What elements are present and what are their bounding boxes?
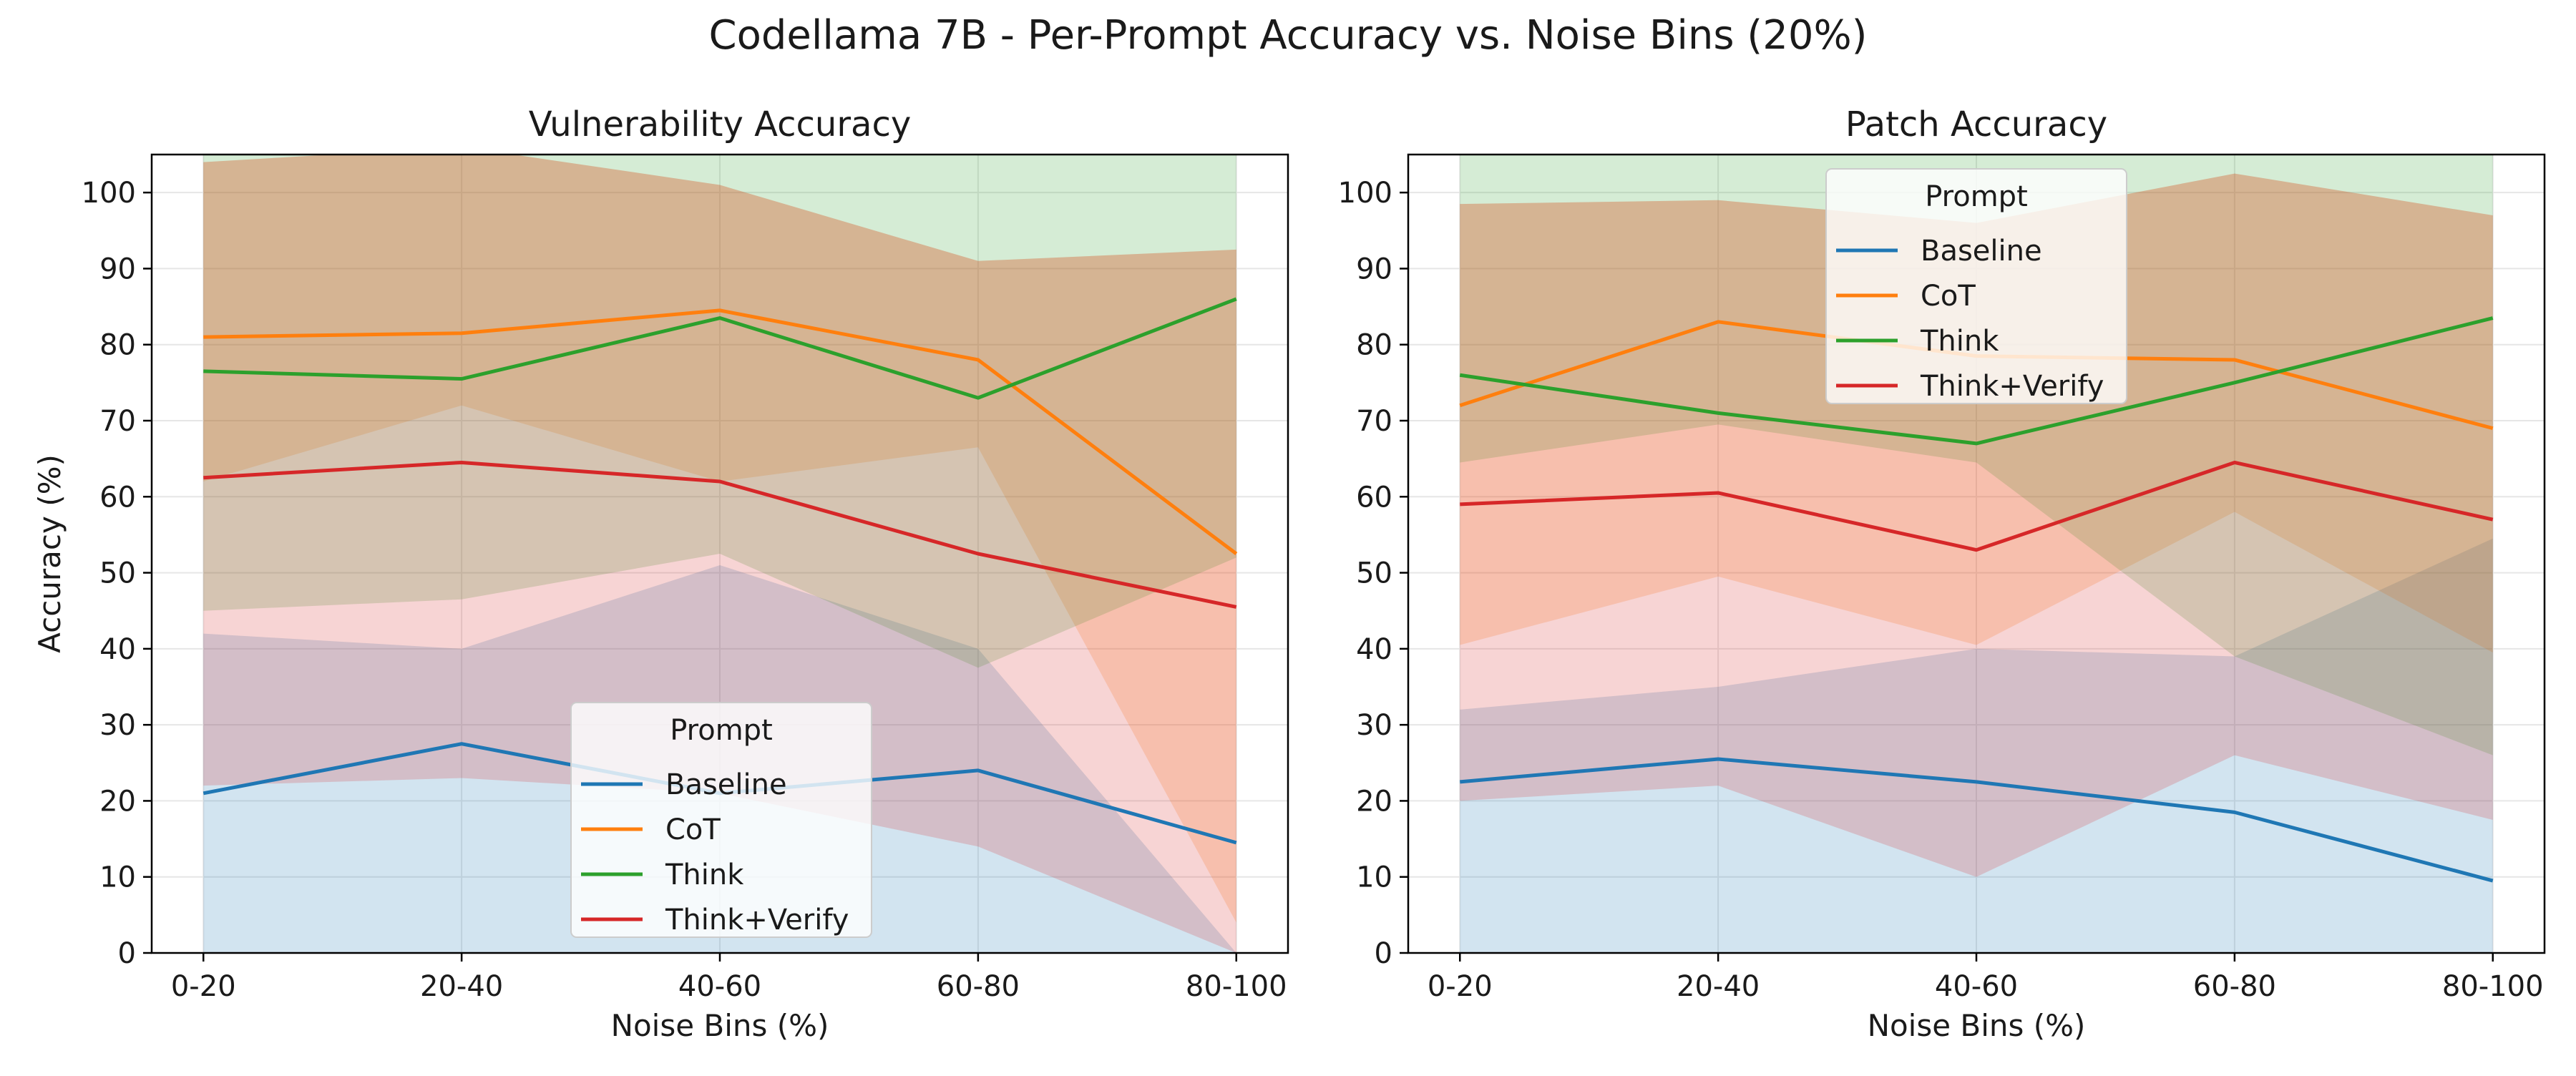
y-tick-label: 0 [118,937,136,970]
legend-label-cot: CoT [1921,280,1976,313]
band-group [1460,155,2493,953]
confidence-band-cot [203,155,1236,923]
y-tick-label: 10 [99,861,136,894]
y-tick-label: 70 [1356,405,1392,438]
y-tick-label: 10 [1356,861,1392,894]
series-lines [203,297,1238,845]
y-tick-label: 80 [99,329,136,362]
legend: Prompt Baseline CoT Think Think+Verify [570,702,872,938]
x-tick-label: 40-60 [1935,970,2018,1003]
x-tick-label: 20-40 [420,970,503,1003]
x-axis-label: Noise Bins (%) [611,1008,829,1043]
y-tick-label: 50 [99,557,136,590]
panel-title: Vulnerability Accuracy [529,104,912,145]
y-tick-label: 80 [1356,329,1392,362]
legend-label-think: Think [1920,325,1999,358]
legend-box [1825,168,2127,404]
y-tick-label: 20 [99,785,136,818]
x-axis-label: Noise Bins (%) [1868,1008,2086,1043]
x-tick-label: 80-100 [1186,970,1287,1003]
x-tick-label: 20-40 [1677,970,1760,1003]
series-line-baseline [1460,757,2494,883]
y-tick-label: 60 [1356,481,1392,514]
x-tick-label: 60-80 [937,970,1020,1003]
confidence-band-cot [1460,173,2493,653]
y-tick-label: 60 [99,481,136,514]
legend-label-cot: CoT [665,813,721,846]
legend-title: Prompt [670,714,773,747]
y-tick-label: 40 [1356,633,1392,666]
y-tick-label: 30 [1356,709,1392,742]
legend: Prompt Baseline CoT Think Think+Verify [1825,168,2127,404]
y-axis-label: Accuracy (%) [32,454,67,653]
legend-label-baseline: Baseline [665,768,787,801]
confidence-band-think-verify [1460,173,2493,877]
series-line-think-verify [1460,460,2494,552]
series-line-cot [203,308,1238,555]
y-tick-label: 70 [99,405,136,438]
legend-box [570,702,872,938]
x-tick-label: 0-20 [1428,970,1493,1003]
panel-title: Patch Accuracy [1845,104,2107,145]
x-tick-label: 80-100 [2442,970,2544,1003]
y-tick-label: 20 [1356,785,1392,818]
legend-label-think-verify: Think+Verify [1920,370,2104,403]
y-tick-label: 100 [82,177,136,210]
chart-panel-1: 0 10 20 30 40 50 60 70 80 90 100 0-20 20-40 40-60 60-8… [32,104,1289,1043]
y-tick-label: 90 [99,253,136,285]
x-tick-label: 60-80 [2193,970,2276,1003]
y-tick-label: 90 [1356,253,1392,285]
y-tick-label: 30 [99,709,136,742]
legend-label-baseline: Baseline [1921,235,2042,268]
series-line-think [1459,316,2494,446]
confidence-band-baseline [1460,538,2493,953]
x-tick-label: 0-20 [171,970,236,1003]
series-line-think-verify [203,460,1237,609]
legend-label-think-verify: Think+Verify [665,904,849,936]
y-tick-label: 0 [1375,937,1392,970]
y-tick-label: 40 [99,633,136,666]
x-tick-label: 40-60 [678,970,761,1003]
confidence-band-think-verify [203,155,1236,953]
series-line-think [203,297,1237,400]
legend-label-think: Think [665,859,744,891]
y-tick-label: 100 [1338,177,1392,210]
confidence-band-think [1460,155,2493,755]
legend-title: Prompt [1925,180,2028,213]
y-tick-label: 50 [1356,557,1392,590]
figure-title: Codellama 7B - Per-Prompt Accuracy vs. N… [708,12,1867,59]
confidence-band-think [203,155,1236,668]
chart-panel-2: 0 10 20 30 40 50 60 70 80 90 100 0-20 20-40 40-60 60-8… [1338,104,2546,1043]
